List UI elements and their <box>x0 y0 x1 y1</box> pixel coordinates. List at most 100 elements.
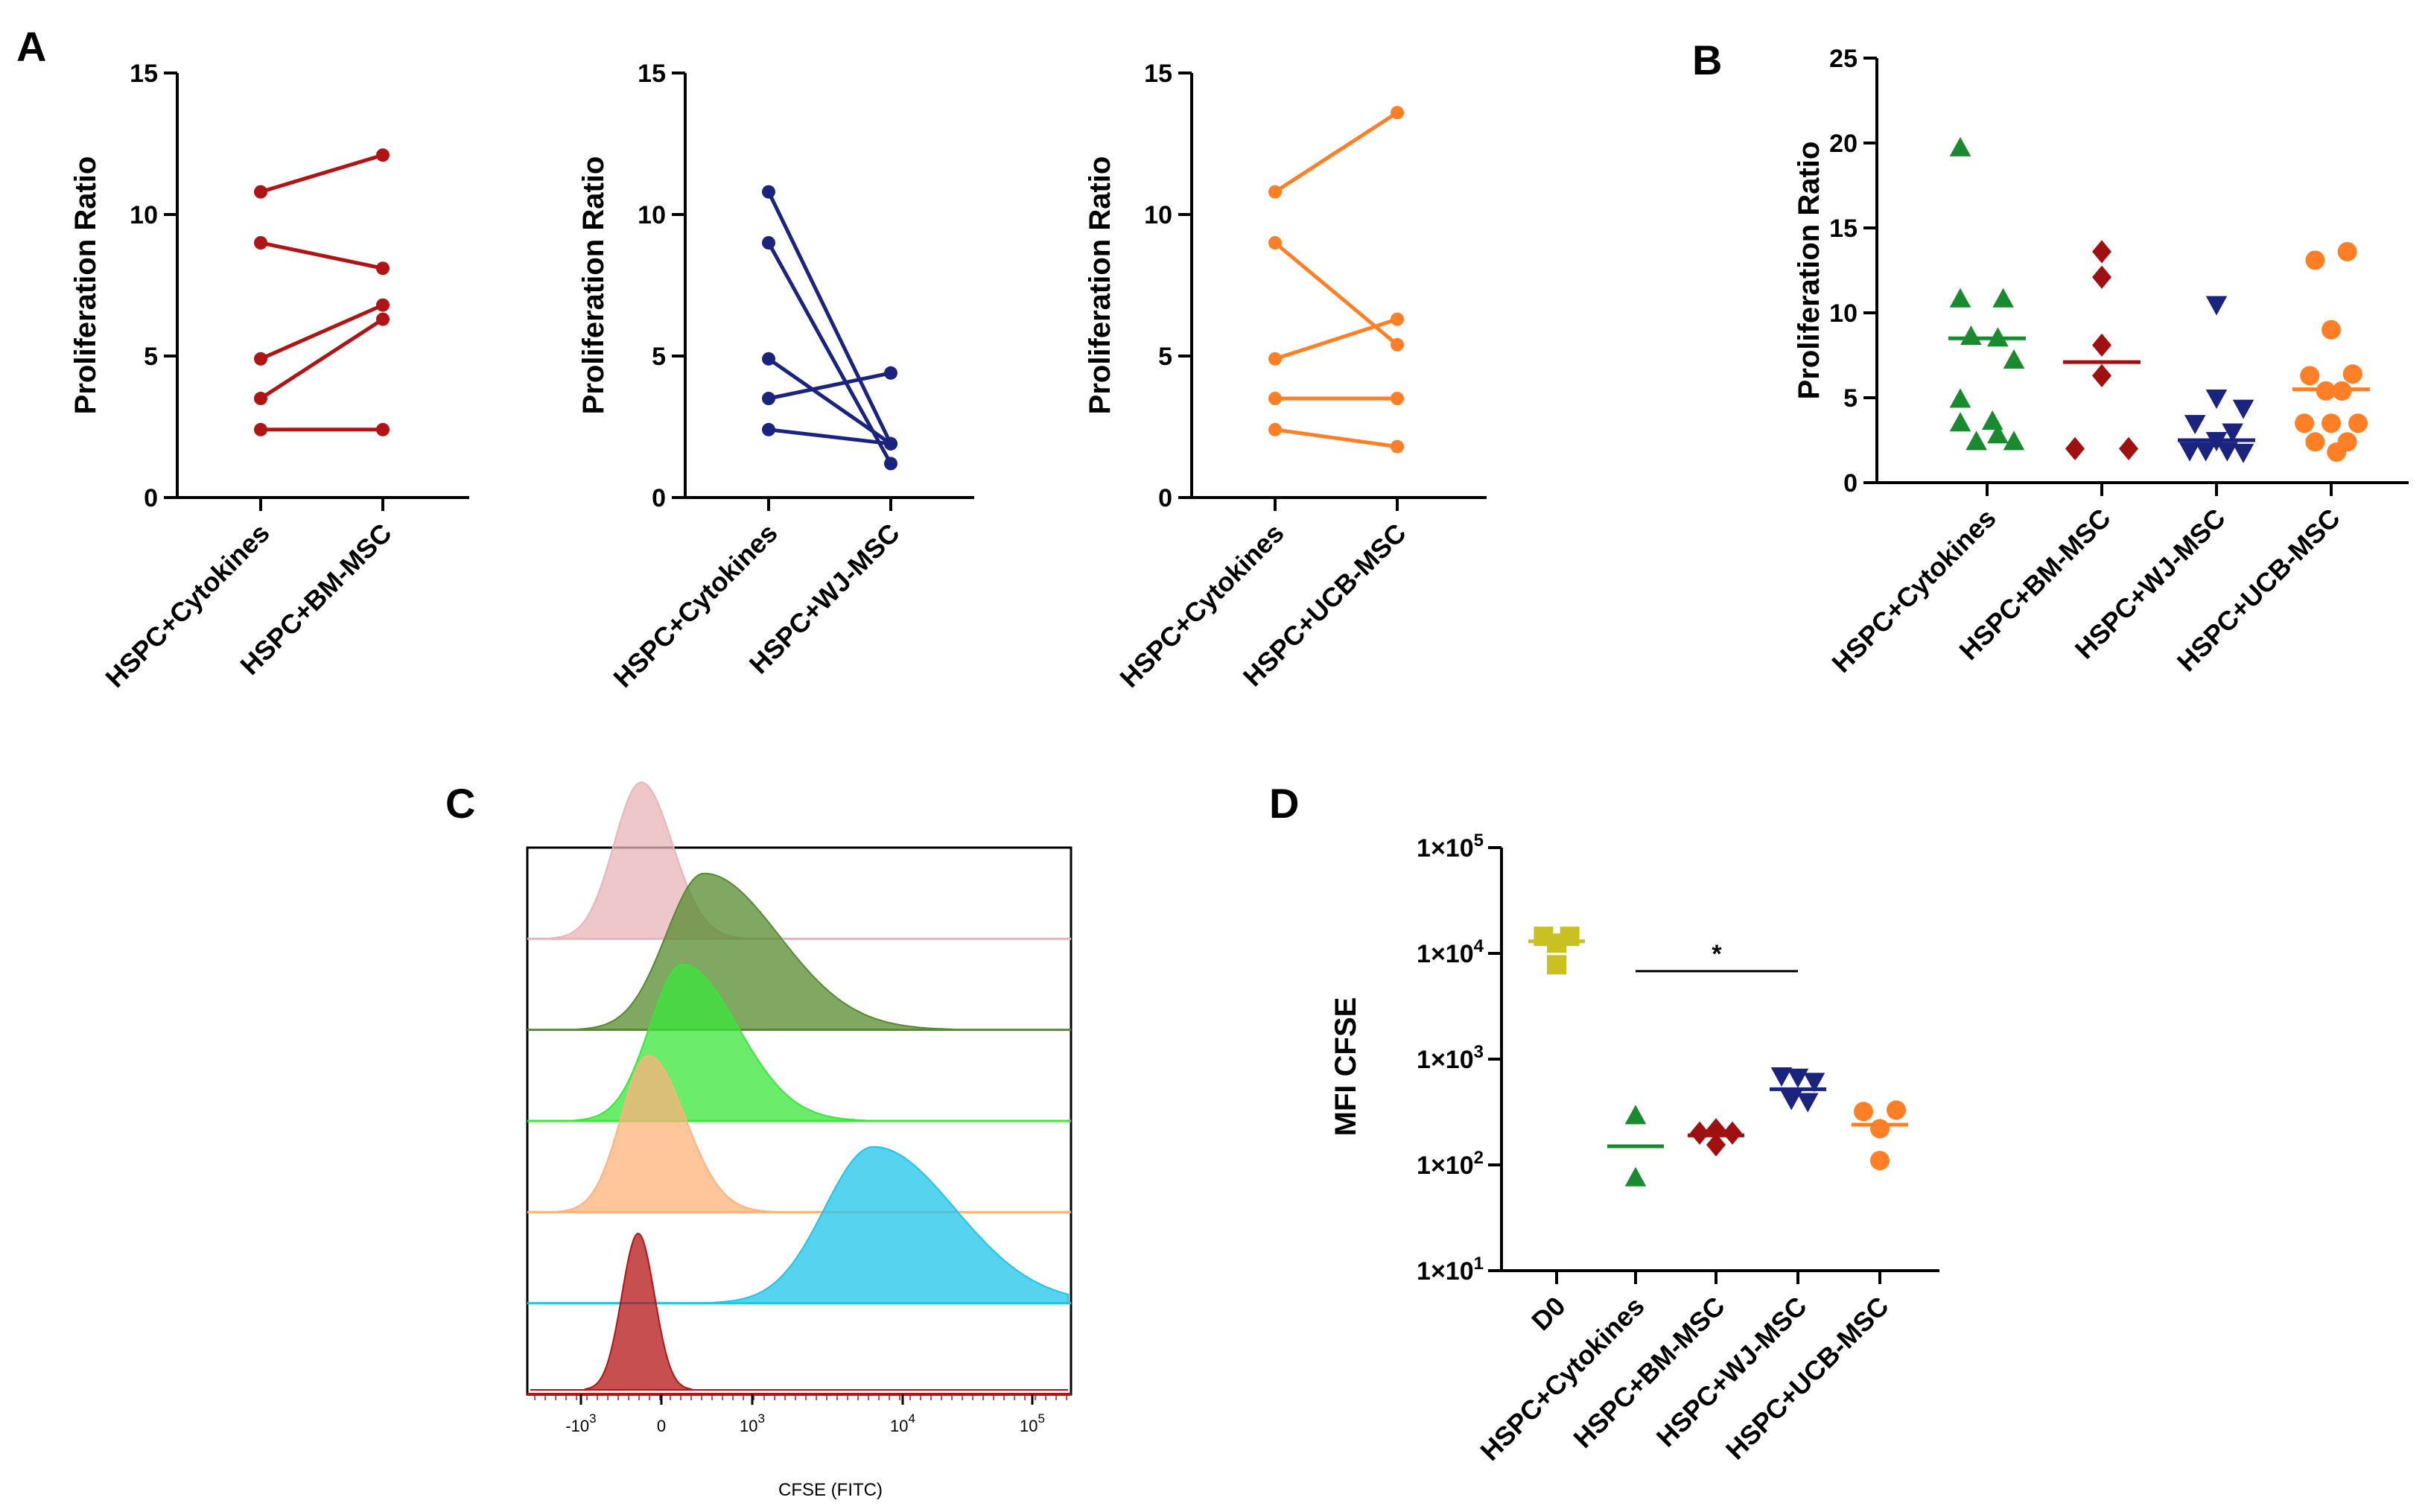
y-tick-label: 10 <box>130 201 158 229</box>
data-point <box>2003 349 2025 369</box>
data-point <box>1960 325 1982 345</box>
data-point <box>2342 364 2362 384</box>
panel-label-b: B <box>1692 36 1722 83</box>
y-tick-label: 15 <box>130 60 158 88</box>
data-point <box>2295 413 2314 433</box>
data-point <box>1770 1067 1793 1087</box>
y-tick-label: 15 <box>1144 60 1172 88</box>
y-tick-label: 15 <box>1829 215 1858 243</box>
data-point <box>1391 392 1404 405</box>
series-line <box>766 241 893 465</box>
significance-asterisk: * <box>1712 940 1722 968</box>
data-point <box>2322 413 2341 433</box>
x-tick-label: 104 <box>890 1411 915 1435</box>
data-point <box>1966 431 1987 451</box>
histogram-peak <box>530 1233 1068 1391</box>
data-point <box>2305 432 2325 452</box>
x-tick-label: 0 <box>657 1417 666 1435</box>
data-point <box>2232 443 2254 463</box>
data-point <box>762 236 775 250</box>
data-point <box>1268 352 1282 366</box>
data-point <box>2205 296 2228 316</box>
data-point <box>1268 392 1282 405</box>
data-point <box>1624 1105 1647 1125</box>
data-point <box>1391 337 1404 352</box>
series-line <box>768 428 892 446</box>
data-point <box>1949 388 1971 408</box>
x-axis-title: CFSE (FITC) <box>778 1480 883 1500</box>
data-point <box>1796 1093 1819 1113</box>
data-point <box>2222 423 2243 443</box>
data-point <box>376 261 390 276</box>
data-point <box>1391 439 1404 454</box>
data-point <box>2092 265 2111 289</box>
data-point <box>1706 1133 1726 1157</box>
y-tick-label: 5 <box>652 343 666 371</box>
y-tick-label: 1×105 <box>1417 830 1484 863</box>
panel-label-c: C <box>445 780 475 827</box>
y-tick-label: 0 <box>1158 484 1172 512</box>
data-point <box>1803 1073 1825 1093</box>
panel-label-d: D <box>1269 780 1299 827</box>
y-tick-label: 1×104 <box>1417 936 1484 968</box>
y-tick-label: 1×101 <box>1417 1254 1484 1286</box>
series-line <box>766 191 893 445</box>
data-point <box>1268 422 1282 436</box>
data-point <box>2092 240 2111 264</box>
series-line <box>260 153 384 194</box>
series-line <box>1274 111 1399 194</box>
y-axis-title: Proliferation Ratio <box>69 156 102 415</box>
data-point <box>884 436 897 451</box>
data-point <box>2348 413 2368 433</box>
data-point <box>376 148 390 162</box>
panel-label-a: A <box>16 23 46 70</box>
y-tick-label: 0 <box>652 484 666 512</box>
data-point <box>762 352 775 366</box>
data-point <box>1992 288 2014 308</box>
data-point <box>2216 442 2238 462</box>
chart-a-ucb-msc: 051015HSPC+CytokinesHSPC+UCB-MSCProlifer… <box>1084 60 1487 693</box>
y-tick-label: 5 <box>1158 343 1172 371</box>
series-line <box>259 303 384 361</box>
y-tick-label: 15 <box>638 60 666 88</box>
y-tick-label: 0 <box>144 484 158 512</box>
data-point <box>1887 1100 1906 1120</box>
y-axis-title: Proliferation Ratio <box>577 156 610 415</box>
x-tick-label: -103 <box>565 1411 596 1435</box>
y-tick-label: 5 <box>144 343 158 371</box>
data-point <box>1787 1068 1809 1088</box>
series-line <box>1274 317 1398 361</box>
x-category-label: HSPC+WJ-MSC <box>1650 1291 1813 1453</box>
data-point <box>376 298 390 312</box>
y-tick-label: 5 <box>1843 384 1858 413</box>
data-point <box>2195 442 2216 462</box>
data-point <box>2232 399 2254 419</box>
chart-a-wj-msc: 051015HSPC+CytokinesHSPC+WJ-MSCProlifera… <box>577 60 974 693</box>
data-point <box>254 352 267 366</box>
series-line <box>259 317 384 401</box>
data-point <box>2305 250 2325 270</box>
y-axis-title: Proliferation Ratio <box>1793 142 1825 400</box>
data-point <box>2300 366 2320 386</box>
data-point <box>254 185 267 199</box>
data-point <box>1391 312 1404 326</box>
data-point <box>762 185 775 199</box>
data-point <box>254 422 267 436</box>
data-point <box>1723 1121 1742 1145</box>
data-point <box>762 392 775 405</box>
data-point <box>1780 1090 1802 1111</box>
data-point <box>1949 412 1971 432</box>
data-point <box>2092 333 2111 357</box>
y-tick-label: 10 <box>638 201 666 229</box>
data-point <box>2337 241 2357 261</box>
x-category-label: HSPC+BM-MSC <box>1567 1291 1730 1454</box>
series-line <box>767 357 892 445</box>
data-point <box>2205 389 2228 409</box>
data-point <box>1547 955 1566 975</box>
data-point <box>376 422 390 436</box>
data-point <box>2179 442 2201 462</box>
series-line <box>1274 241 1399 346</box>
